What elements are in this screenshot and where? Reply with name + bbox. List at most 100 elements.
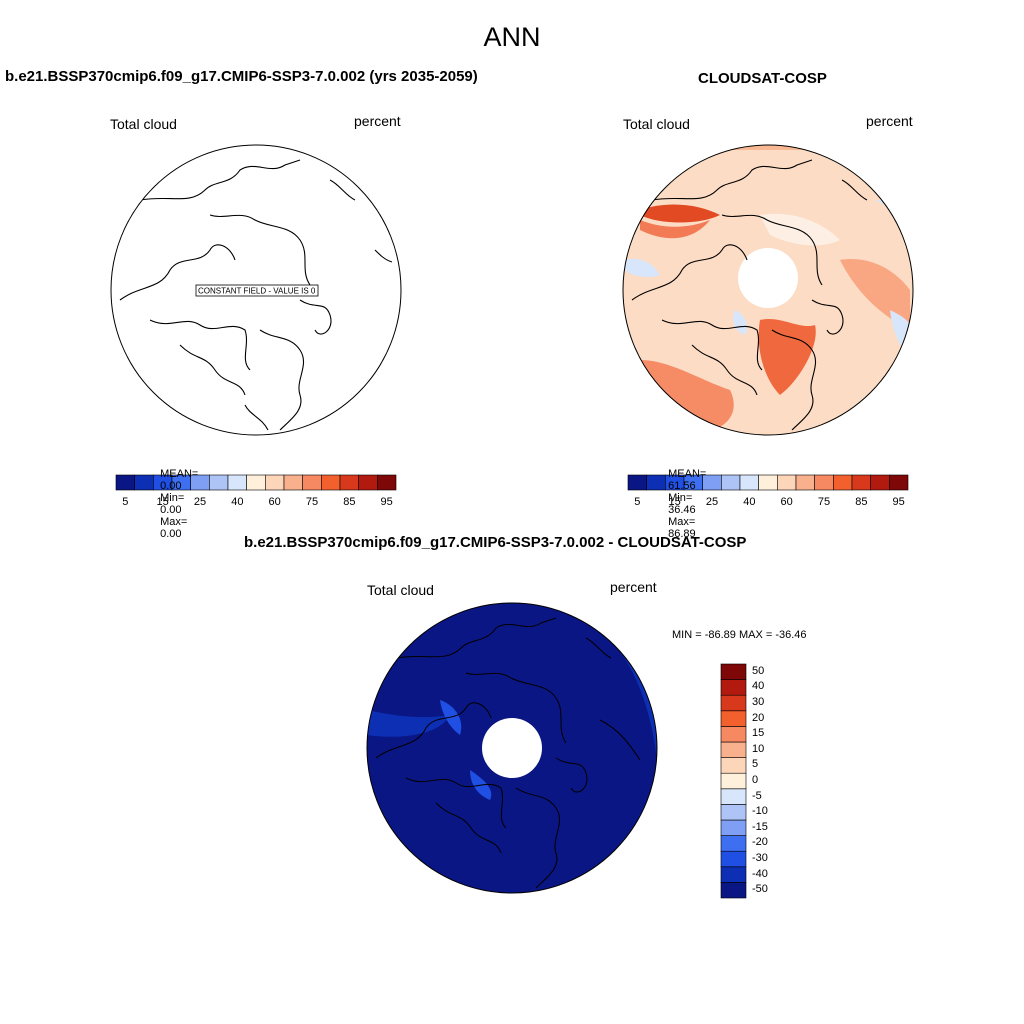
colorbar-panel1-swatch xyxy=(358,474,378,491)
panel3-map xyxy=(366,602,658,894)
panel3-units: percent xyxy=(610,579,657,595)
colorbar-diff-swatch xyxy=(720,726,747,743)
panel1-min-value: 0.00 xyxy=(160,504,182,516)
panel1-variable: Total cloud xyxy=(110,116,177,132)
panel2-min-label: Min= xyxy=(668,492,693,504)
colorbar-panel1-swatch xyxy=(246,474,266,491)
colorbar-diff-tick-label: 20 xyxy=(752,711,765,724)
colorbar-panel2-swatch xyxy=(627,474,647,491)
panel1-max-value: 0.00 xyxy=(160,528,182,540)
colorbar-diff-swatch xyxy=(720,788,747,805)
colorbar-diff-swatch xyxy=(720,694,747,712)
colorbar-diff-tick-label: -30 xyxy=(752,852,768,864)
panel1-stats: MEAN= 0.00 Min= 0.00 Max= 0.00 xyxy=(154,456,198,540)
colorbar-diff-tick-label: 15 xyxy=(752,727,765,740)
colorbar-panel2-tick-label: 40 xyxy=(743,496,756,508)
colorbar-panel1-tick-label: 40 xyxy=(231,496,244,508)
colorbar-panel2-swatch xyxy=(814,474,834,491)
panel2-min-value: 36.46 xyxy=(668,504,696,516)
colorbar-panel1-tick-label: 15 xyxy=(156,496,169,508)
colorbar-diff-tick-label: -5 xyxy=(752,789,762,802)
colorbar-panel2-tick-label: 75 xyxy=(817,496,831,508)
colorbar-diff-swatch xyxy=(720,835,747,852)
colorbar-panel1-swatch xyxy=(265,474,285,491)
panel1-min-label: Min= xyxy=(160,492,185,504)
colorbar-diff-swatch xyxy=(720,804,747,821)
panel1-title: b.e21.BSSP370cmip6.f09_g17.CMIP6-SSP3-7.… xyxy=(5,68,478,85)
constant-field-box xyxy=(195,284,319,297)
panel3-variable: Total cloud xyxy=(367,582,434,598)
colorbar-diff-tick-label: -10 xyxy=(752,805,768,818)
colorbar-diff-tick-label: -40 xyxy=(752,867,768,880)
colorbar-diff-tick-label: 40 xyxy=(752,680,765,693)
panel2-coastlines xyxy=(631,159,868,431)
colorbar-diff xyxy=(720,663,747,899)
colorbar-diff-tick-label: -15 xyxy=(752,820,768,833)
colorbar-diff-tick-label: 5 xyxy=(752,758,759,771)
panel3-title: b.e21.BSSP370cmip6.f09_g17.CMIP6-SSP3-7.… xyxy=(244,534,747,551)
panel2-map xyxy=(622,144,914,436)
colorbar-diff-swatch xyxy=(720,772,747,790)
panel2-mean-label: MEAN= xyxy=(668,468,707,480)
colorbar-panel1-tick-label: 25 xyxy=(193,496,207,508)
panel3-minmax: MIN = -86.89 MAX = -36.46 xyxy=(672,629,807,641)
colorbar-panel2 xyxy=(627,474,909,491)
colorbar-diff-tick-label: 50 xyxy=(752,664,765,677)
panel1-mean-label: MEAN= xyxy=(160,468,199,480)
colorbar-diff-swatch xyxy=(720,882,747,899)
colorbar-panel2-tick-label: 15 xyxy=(668,496,681,508)
colorbar-panel2-tick-label: 85 xyxy=(855,496,868,508)
panel2-variable: Total cloud xyxy=(623,116,690,132)
colorbar-diff-swatch xyxy=(720,850,747,868)
colorbar-diff-swatch xyxy=(720,757,747,774)
panel3-data-hole xyxy=(482,718,542,778)
colorbar-diff-swatch xyxy=(720,679,747,696)
colorbar-panel2-tick-label: 95 xyxy=(892,496,905,508)
colorbar-panel2-swatch xyxy=(889,474,909,491)
figure-title: ANN xyxy=(483,22,541,52)
colorbar-panel1-tick-label: 5 xyxy=(122,496,129,508)
panel1-coastlines xyxy=(119,159,393,431)
colorbar-diff-swatch xyxy=(720,741,747,758)
colorbar-panel2-swatch xyxy=(758,474,778,491)
colorbar-panel2-swatch xyxy=(833,474,853,491)
colorbar-panel1 xyxy=(115,474,397,491)
colorbar-diff-swatch xyxy=(720,663,747,680)
colorbar-panel2-tick-label: 5 xyxy=(634,496,641,508)
panel2-title: CLOUDSAT-COSP xyxy=(698,70,827,87)
colorbar-panel1-tick-label: 85 xyxy=(343,496,356,508)
colorbar-panel1-swatch xyxy=(302,474,322,491)
panel3-coastlines xyxy=(375,617,641,889)
panel2-mean-value: 61.56 xyxy=(668,480,696,492)
colorbar-panel2-swatch xyxy=(739,474,759,491)
colorbar-panel1-swatch xyxy=(115,474,135,491)
colorbar-diff-swatch xyxy=(720,710,747,727)
constant-field-note: CONSTANT FIELD - VALUE IS 0 xyxy=(198,287,316,296)
colorbar-panel1-swatch xyxy=(227,474,247,491)
colorbar-panel2-swatch xyxy=(851,474,871,491)
colorbar-diff-tick-label: -20 xyxy=(752,836,768,849)
colorbar-diff-swatch xyxy=(720,866,747,883)
colorbar-panel2-swatch xyxy=(721,474,741,491)
panel2-units: percent xyxy=(866,113,913,129)
colorbar-panel2-swatch xyxy=(795,474,815,491)
colorbar-panel2-tick-label: 60 xyxy=(780,496,793,508)
colorbar-panel1-swatch xyxy=(321,474,341,491)
panel1-map: CONSTANT FIELD - VALUE IS 0 xyxy=(110,144,402,436)
colorbar-panel1-swatch xyxy=(339,474,359,491)
colorbar-diff-tick-label: 30 xyxy=(752,696,765,708)
panel2-stats: MEAN= 61.56 Min= 36.46 Max= 86.89 xyxy=(662,456,706,540)
colorbar-diff-tick-label: 10 xyxy=(752,742,765,755)
colorbar-panel1-swatch xyxy=(134,474,154,491)
colorbar-panel2-swatch xyxy=(870,474,890,491)
panel2-data-hole xyxy=(738,248,798,308)
colorbar-panel1-swatch xyxy=(283,474,303,491)
panel1-mean-value: 0.00 xyxy=(160,480,182,492)
panel2-max-value: 86.89 xyxy=(668,528,696,540)
panel1-max-label: Max= xyxy=(160,516,188,528)
colorbar-diff-tick-label: 0 xyxy=(752,774,759,786)
colorbar-panel2-swatch xyxy=(777,474,797,491)
colorbar-panel1-tick-label: 60 xyxy=(268,496,281,508)
colorbar-panel1-tick-label: 95 xyxy=(380,496,393,508)
